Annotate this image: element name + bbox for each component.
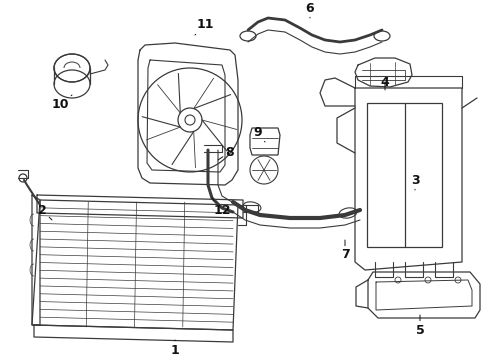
Text: 8: 8 bbox=[218, 145, 234, 160]
Text: 2: 2 bbox=[38, 203, 52, 220]
Text: 6: 6 bbox=[306, 1, 314, 18]
Text: 1: 1 bbox=[171, 340, 179, 356]
Text: 9: 9 bbox=[254, 126, 265, 142]
Text: 10: 10 bbox=[51, 95, 72, 112]
Text: 5: 5 bbox=[416, 315, 424, 337]
Text: 7: 7 bbox=[341, 240, 349, 261]
Text: 12: 12 bbox=[212, 198, 231, 216]
Text: 4: 4 bbox=[381, 76, 390, 90]
Text: 3: 3 bbox=[411, 174, 419, 190]
Text: 11: 11 bbox=[195, 18, 214, 35]
